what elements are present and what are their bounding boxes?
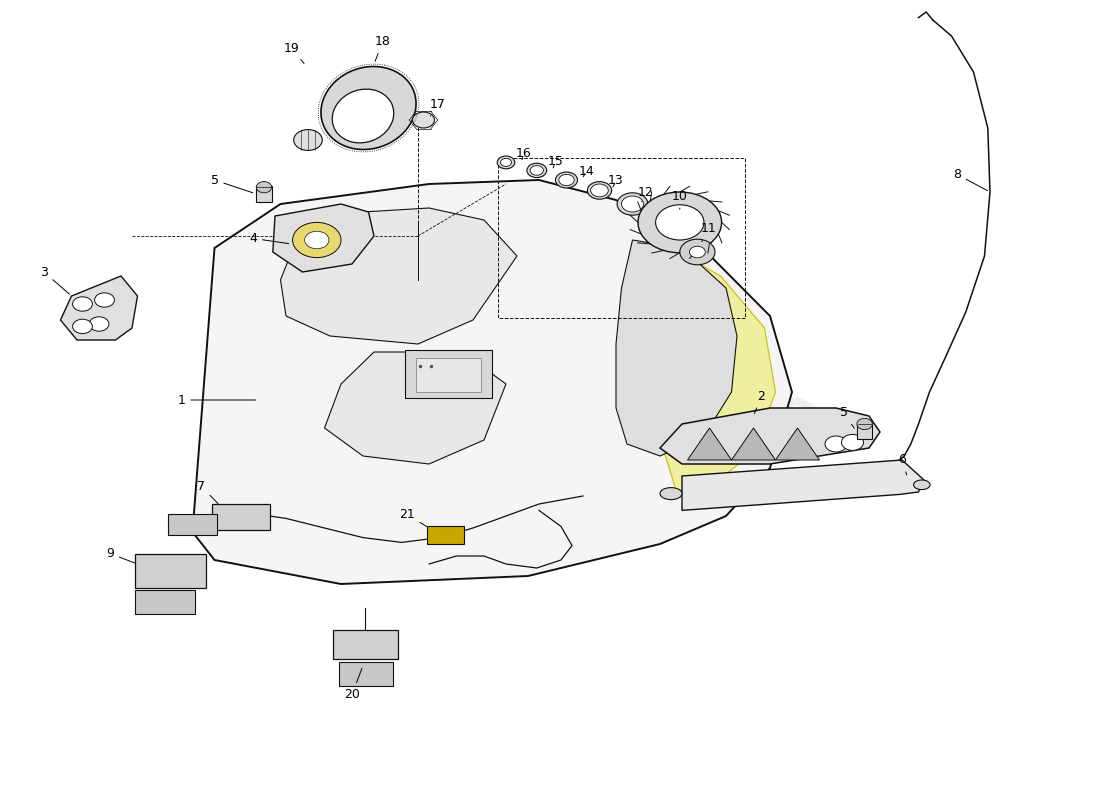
Text: 4: 4 [249, 232, 289, 245]
Polygon shape [616, 240, 737, 456]
Text: 20: 20 [344, 668, 362, 701]
FancyBboxPatch shape [212, 504, 270, 530]
Circle shape [73, 319, 92, 334]
Circle shape [412, 112, 434, 128]
FancyBboxPatch shape [339, 662, 393, 686]
Polygon shape [324, 352, 506, 464]
Polygon shape [273, 204, 374, 272]
Circle shape [500, 158, 512, 166]
Circle shape [556, 172, 578, 188]
Ellipse shape [660, 488, 682, 499]
Circle shape [591, 184, 608, 197]
Circle shape [690, 246, 705, 258]
Text: 9: 9 [106, 547, 135, 563]
Ellipse shape [321, 66, 416, 150]
Text: a passion for cars since 1985: a passion for cars since 1985 [539, 354, 781, 494]
Circle shape [497, 156, 515, 169]
Circle shape [825, 436, 847, 452]
Text: 17: 17 [430, 98, 446, 116]
FancyBboxPatch shape [416, 358, 481, 392]
Text: 14: 14 [579, 165, 594, 178]
Circle shape [305, 231, 329, 249]
Text: 21: 21 [399, 508, 427, 526]
Polygon shape [688, 428, 732, 460]
Text: 6: 6 [898, 454, 906, 475]
Circle shape [621, 196, 643, 212]
Polygon shape [60, 276, 138, 340]
Text: 15: 15 [548, 155, 563, 168]
Text: 5: 5 [210, 174, 253, 193]
FancyBboxPatch shape [135, 554, 206, 588]
Circle shape [559, 174, 574, 186]
Text: 5: 5 [839, 406, 855, 428]
Text: 2: 2 [755, 390, 766, 414]
Circle shape [256, 182, 272, 193]
Circle shape [527, 163, 547, 178]
FancyBboxPatch shape [857, 423, 872, 439]
Circle shape [95, 293, 114, 307]
Circle shape [842, 434, 864, 450]
FancyBboxPatch shape [427, 526, 464, 544]
Polygon shape [280, 208, 517, 344]
Circle shape [638, 192, 722, 253]
Polygon shape [192, 180, 792, 584]
Circle shape [857, 418, 872, 430]
Polygon shape [660, 408, 880, 464]
Text: 12: 12 [638, 186, 653, 202]
FancyBboxPatch shape [135, 590, 195, 614]
Circle shape [294, 130, 322, 150]
Polygon shape [732, 428, 775, 460]
Circle shape [587, 182, 612, 199]
Circle shape [293, 222, 341, 258]
Ellipse shape [332, 89, 394, 143]
Ellipse shape [913, 480, 930, 490]
Polygon shape [649, 248, 776, 492]
FancyBboxPatch shape [333, 630, 398, 659]
Text: 1: 1 [177, 394, 255, 406]
Polygon shape [682, 460, 924, 510]
Text: 3: 3 [40, 266, 69, 294]
Circle shape [617, 193, 648, 215]
Text: 10: 10 [672, 190, 688, 210]
Text: 8: 8 [953, 168, 988, 190]
FancyBboxPatch shape [256, 186, 272, 202]
Text: 16: 16 [516, 147, 531, 160]
Circle shape [89, 317, 109, 331]
Text: 7: 7 [197, 480, 218, 504]
FancyBboxPatch shape [168, 514, 217, 535]
FancyBboxPatch shape [405, 350, 492, 398]
Polygon shape [776, 428, 820, 460]
Circle shape [530, 166, 543, 175]
Text: euroParts: euroParts [447, 213, 829, 459]
Text: 19: 19 [284, 42, 304, 63]
Text: 18: 18 [375, 35, 390, 62]
Circle shape [680, 239, 715, 265]
Text: 11: 11 [701, 222, 716, 242]
Text: 13: 13 [608, 174, 624, 187]
Circle shape [73, 297, 92, 311]
Circle shape [656, 205, 704, 240]
